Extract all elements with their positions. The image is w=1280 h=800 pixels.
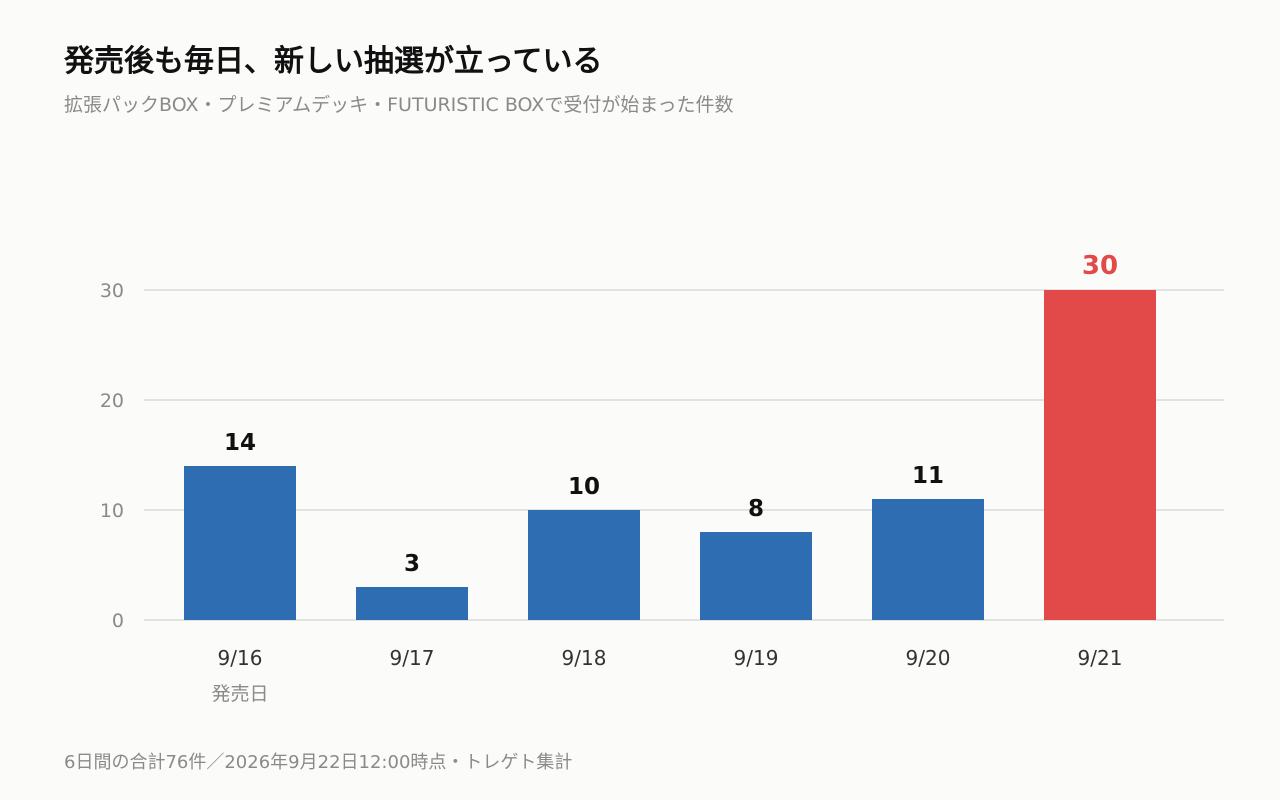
bar-value-label: 14 <box>224 430 256 456</box>
bar <box>184 466 296 620</box>
x-tick-label: 9/16 <box>218 646 263 670</box>
bar <box>528 510 640 620</box>
x-tick-label: 9/17 <box>390 646 435 670</box>
x-tick-label: 9/18 <box>562 646 607 670</box>
bars <box>184 290 1156 620</box>
x-tick-sublabel: 発売日 <box>211 683 268 705</box>
y-tick-label: 20 <box>100 390 124 412</box>
y-axis-ticks: 0 10 20 30 <box>100 280 124 632</box>
footer-note: 6日間の合計76件／2026年9月22日12:00時点・トレゲト集計 <box>64 752 573 773</box>
y-tick-label: 30 <box>100 280 124 302</box>
y-tick-label: 0 <box>112 610 124 632</box>
x-tick-label: 9/20 <box>906 646 951 670</box>
x-tick-label: 9/21 <box>1078 646 1123 670</box>
bar-value-label: 10 <box>568 474 600 500</box>
y-tick-label: 10 <box>100 500 124 522</box>
bar-value-label: 11 <box>912 463 944 489</box>
value-labels: 14 3 10 8 11 30 <box>224 251 1118 577</box>
x-tick-label: 9/19 <box>734 646 779 670</box>
bar <box>700 532 812 620</box>
x-axis-ticks: 9/16 発売日 9/17 9/18 9/19 9/20 9/21 <box>211 646 1122 705</box>
bar <box>356 587 468 620</box>
bar-highlight <box>1044 290 1156 620</box>
bar-value-label: 30 <box>1082 251 1118 281</box>
chart-title: 発売後も毎日、新しい抽選が立っている <box>64 44 603 79</box>
bar-value-label: 3 <box>404 551 420 577</box>
bar <box>872 499 984 620</box>
bar-value-label: 8 <box>748 496 764 522</box>
chart-subtitle: 拡張パックBOX・プレミアムデッキ・FUTURISTIC BOXで受付が始まった… <box>64 94 734 116</box>
